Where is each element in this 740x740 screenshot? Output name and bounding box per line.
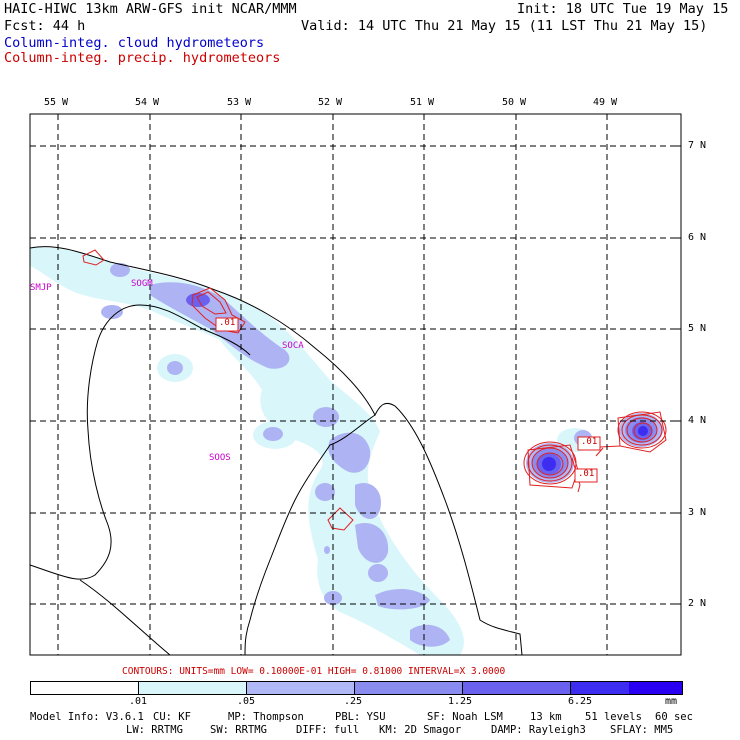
model-info: 60 sec [655,711,693,723]
lat-label: 3 N [688,507,707,518]
colorbar-tick: 1.25 [448,696,473,707]
colorbar-bin [247,682,355,694]
lat-lon-grid [30,114,681,655]
colorbar-bin [355,682,463,694]
field-cloud-label: Column-integ. cloud hydrometeors [4,35,265,51]
colorbar-tick: .05 [237,696,256,707]
colorbar-bin [31,682,139,694]
field-precip-label: Column-integ. precip. hydrometeors [4,50,281,66]
contours-info: CONTOURS: UNITS=mm LOW= 0.10000E-01 HIGH… [122,666,506,677]
lat-label: 2 N [688,598,707,609]
plot-title: HAIC-HIWC 13km ARW-GFS init NCAR/MMM [4,1,297,17]
colorbar-bin [629,682,682,694]
station-label: SOOS [209,453,231,463]
contour-label-boxes [215,317,601,483]
model-info: Model Info: V3.6.1 [30,711,144,723]
valid-time: Valid: 14 UTC Thu 21 May 15 (11 LST Thu … [301,18,708,34]
map-frame [29,113,682,656]
cloud-core-small [186,293,210,307]
forecast-hour: Fcst: 44 h [4,18,86,34]
contour-label: .01 [219,318,236,328]
model-info: KM: 2D Smagor [379,724,462,736]
lat-label: 7 N [688,140,707,151]
model-info: SFLAY: MM5 [610,724,674,736]
contour-label: .01 [581,437,598,447]
model-info: MP: Thompson [228,711,304,723]
colorbar [30,681,683,695]
model-info: CU: KF [153,711,191,723]
lon-label: 53 W [227,97,252,108]
model-info: PBL: YSU [335,711,386,723]
model-info: 51 levels [585,711,642,723]
frame-ticks [57,114,681,605]
lat-label: 5 N [688,323,707,334]
station-label: SOCA [282,341,304,351]
colorbar-tick: .25 [344,696,363,707]
lon-label: 49 W [593,97,618,108]
colorbar-bin [463,682,571,694]
model-info: SW: RRTMG [210,724,267,736]
colorbar-units: mm [665,696,678,707]
colorbar-tick: .01 [129,696,148,707]
lon-label: 55 W [44,97,69,108]
station-label: SOGM [131,279,153,289]
station-label: SMJP [30,283,52,293]
lat-label: 4 N [688,415,707,426]
init-time: Init: 18 UTC Tue 19 May 15 [517,1,729,17]
model-info: DIFF: full [296,724,360,736]
lon-label: 52 W [318,97,343,108]
colorbar-bin [571,682,629,694]
lon-label: 50 W [502,97,527,108]
colorbar-tick: 6.25 [568,696,593,707]
colorbar-bin [139,682,247,694]
lon-label: 54 W [135,97,160,108]
model-info: SF: Noah LSM [427,711,503,723]
lon-label: 51 W [410,97,435,108]
contour-label: .01 [578,469,595,479]
lat-label: 6 N [688,232,707,243]
coastline [29,246,523,656]
model-info: DAMP: Rayleigh3 [491,724,586,736]
model-info: 13 km [530,711,562,723]
model-info: LW: RRTMG [126,724,183,736]
